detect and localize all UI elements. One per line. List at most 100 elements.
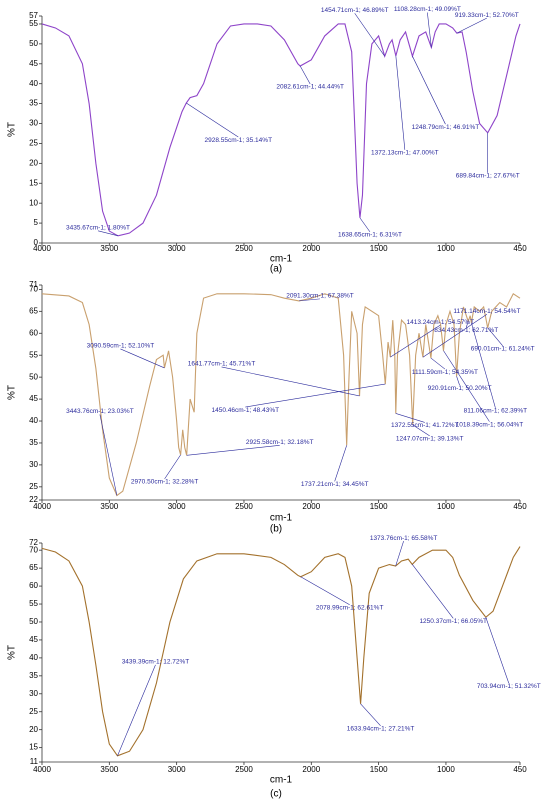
spectrum-line <box>41 23 521 237</box>
x-tick-label: 2000 <box>302 244 320 253</box>
annotation-leader <box>471 322 496 408</box>
y-tick-label: 30 <box>29 689 38 698</box>
annotation-leader <box>395 55 406 150</box>
annotation-label: 1248.79cm-1; 46.91%T <box>412 124 480 131</box>
y-tick-label: 40 <box>29 79 38 88</box>
x-axis-label: cm-1 <box>270 513 293 524</box>
annotation-leader <box>359 217 371 233</box>
y-tick-label: 30 <box>29 460 38 469</box>
annotation-label: 834.43cm-1; 62.71%T <box>434 327 498 334</box>
annotation-label: 1171.14cm-1; 54.54%T <box>453 308 520 315</box>
annotation-leader <box>430 357 446 370</box>
annotation-leader <box>412 424 430 437</box>
y-tick-label: 10 <box>29 198 38 207</box>
x-tick-label: 3500 <box>100 502 118 511</box>
x-axis-label: cm-1 <box>270 775 293 786</box>
annotation-label: 1633.94cm-1; 27.21%T <box>347 726 415 733</box>
annotation-label: 690.01cm-1; 61.24%T <box>471 346 535 353</box>
annotation-leader <box>456 17 487 34</box>
y-tick-label: 25 <box>29 139 38 148</box>
annotation-label: 703.94cm-1; 51.32%T <box>477 683 541 690</box>
y-axis-label: %T <box>7 385 18 400</box>
annotation-label: 1454.71cm-1; 46.89%T <box>321 7 389 14</box>
annotation-leader <box>395 540 404 567</box>
annotation-leader <box>164 454 181 480</box>
y-axis-label: %T <box>7 645 18 660</box>
x-tick-label: 1000 <box>437 244 455 253</box>
annotation-leader <box>186 445 280 456</box>
x-tick-label: 3500 <box>100 765 118 774</box>
annotation-leader <box>360 703 381 727</box>
annotation-label: 1372.55cm-1; 41.72%T <box>391 422 459 429</box>
annotation-leader <box>221 366 360 397</box>
annotation-leader <box>485 617 510 684</box>
annotation-label: 1373.76cm-1; 65.58%T <box>370 535 438 542</box>
y-tick-label: 65 <box>29 306 38 315</box>
annotation-leader <box>97 230 119 237</box>
annotation-label: 3443.76cm-1; 23.03%T <box>66 408 134 415</box>
y-tick-label: 5 <box>34 218 39 227</box>
panel-label: (a) <box>270 264 282 275</box>
x-tick-label: 3000 <box>168 502 186 511</box>
y-tick-label: 45 <box>29 59 38 68</box>
y-tick-label: 20 <box>29 158 38 167</box>
x-tick-label: 2500 <box>235 502 253 511</box>
spectrum-line <box>41 546 521 757</box>
annotation-leader <box>395 413 425 423</box>
y-tick-label: 25 <box>29 707 38 716</box>
annotation-label: 2970.50cm-1; 32.28%T <box>131 479 199 486</box>
annotation-leader <box>300 576 350 605</box>
y-tick-label: 22 <box>29 495 38 504</box>
y-tick-label: 50 <box>29 39 38 48</box>
x-tick-label: 2000 <box>302 765 320 774</box>
x-tick-label: 1500 <box>370 244 388 253</box>
y-tick-label: 35 <box>29 438 38 447</box>
annotation-label: 811.06cm-1; 62.39%T <box>464 407 527 414</box>
y-tick-label: 15 <box>29 743 38 752</box>
y-tick-label: 20 <box>29 725 38 734</box>
x-tick-label: 450 <box>513 765 527 774</box>
x-tick-label: 4000 <box>33 765 51 774</box>
annotation-label: 2078.99cm-1; 62.61%T <box>316 604 384 611</box>
annotation-leader <box>411 564 454 619</box>
annotation-label: 919.33cm-1; 52.70%T <box>455 12 519 19</box>
annotation-label: 2925.58cm-1; 32.18%T <box>246 439 314 446</box>
annotation-label: 1247.07cm-1; 39.13%T <box>396 436 464 443</box>
y-tick-label: 65 <box>29 563 38 572</box>
annotation-leader <box>299 65 311 85</box>
annotation-label: 1638.65cm-1; 6.31%T <box>338 232 402 239</box>
y-tick-label: 55 <box>29 599 38 608</box>
y-tick-label: 70 <box>29 284 38 293</box>
annotation-leader <box>117 664 156 756</box>
annotation-label: 1111.59cm-1; 54.35%T <box>412 369 478 376</box>
y-tick-label: 25 <box>29 482 38 491</box>
y-tick-label: 45 <box>29 394 38 403</box>
y-tick-label: 71 <box>29 280 38 289</box>
y-tick-label: 40 <box>29 653 38 662</box>
annotation-label: 1018.39cm-1; 56.04%T <box>456 421 524 428</box>
panel-label: (c) <box>270 789 282 800</box>
annotation-leader <box>465 321 469 328</box>
x-tick-label: 450 <box>513 502 527 511</box>
annotation-label: 2082.61cm-1; 44.44%T <box>276 84 344 91</box>
y-tick-label: 11 <box>30 757 39 766</box>
x-tick-label: 4000 <box>33 244 51 253</box>
y-tick-label: 50 <box>29 617 38 626</box>
annotation-leader <box>186 102 239 138</box>
spectrum-line <box>41 292 521 497</box>
y-tick-label: 70 <box>29 545 38 554</box>
annotation-label: 1450.46cm-1; 48.43%T <box>212 407 280 414</box>
annotation-leader <box>412 56 446 125</box>
annotation-leader <box>245 383 386 408</box>
annotation-label: 1641.77cm-1; 45.71%T <box>188 361 256 368</box>
x-tick-label: 450 <box>513 244 527 253</box>
annotation-label: 1737.21cm-1; 34.45%T <box>301 481 369 488</box>
annotation-label: 2928.55cm-1; 35.14%T <box>204 137 272 144</box>
annotation-label: 1250.37cm-1; 66.05%T <box>419 618 487 625</box>
x-tick-label: 1000 <box>437 502 455 511</box>
y-tick-label: 55 <box>29 350 38 359</box>
x-tick-label: 4000 <box>33 502 51 511</box>
y-tick-label: 15 <box>29 178 38 187</box>
annotation-label: 689.84cm-1; 27.67%T <box>456 173 520 180</box>
